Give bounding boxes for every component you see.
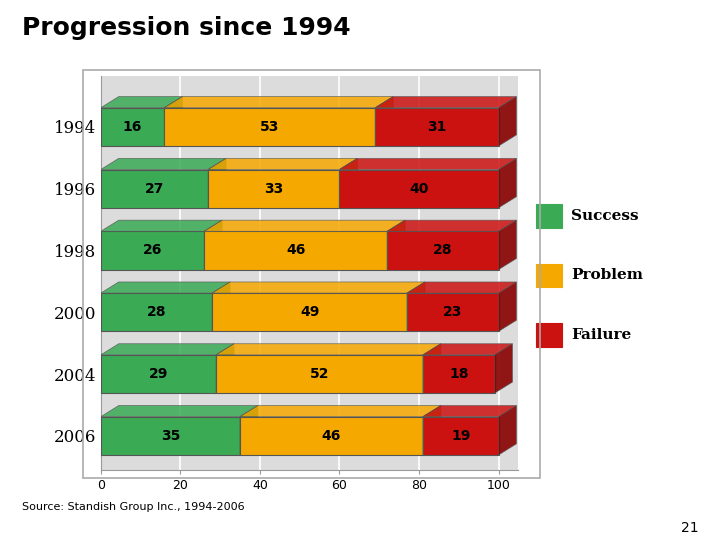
Polygon shape bbox=[101, 97, 182, 107]
Text: 27: 27 bbox=[145, 181, 164, 195]
Text: 26: 26 bbox=[143, 244, 162, 258]
Polygon shape bbox=[387, 220, 405, 269]
Bar bbox=[101, 355, 216, 393]
Bar bbox=[375, 107, 498, 146]
Polygon shape bbox=[423, 406, 441, 455]
Polygon shape bbox=[407, 282, 516, 293]
Text: 35: 35 bbox=[161, 429, 180, 443]
Polygon shape bbox=[387, 220, 516, 231]
Bar bbox=[339, 170, 498, 208]
Text: 46: 46 bbox=[286, 244, 305, 258]
Polygon shape bbox=[498, 406, 516, 455]
Text: Source: Standish Group Inc., 1994-2006: Source: Standish Group Inc., 1994-2006 bbox=[22, 502, 244, 512]
Bar bbox=[240, 417, 423, 455]
Polygon shape bbox=[101, 344, 234, 355]
Polygon shape bbox=[208, 158, 357, 170]
Polygon shape bbox=[101, 406, 258, 417]
Text: Progression since 1994: Progression since 1994 bbox=[22, 16, 350, 40]
Polygon shape bbox=[423, 344, 513, 355]
Polygon shape bbox=[101, 282, 230, 293]
Polygon shape bbox=[164, 97, 182, 146]
Text: 16: 16 bbox=[123, 120, 143, 134]
Bar bbox=[387, 231, 498, 269]
Polygon shape bbox=[101, 220, 222, 231]
Bar bbox=[101, 293, 212, 332]
Polygon shape bbox=[498, 158, 516, 208]
Polygon shape bbox=[204, 220, 222, 269]
Bar bbox=[101, 107, 164, 146]
Text: Success: Success bbox=[571, 209, 639, 223]
Text: 29: 29 bbox=[149, 367, 168, 381]
Polygon shape bbox=[212, 282, 425, 293]
Bar bbox=[101, 231, 204, 269]
Text: Failure: Failure bbox=[571, 328, 631, 342]
Polygon shape bbox=[375, 97, 393, 146]
Text: 52: 52 bbox=[310, 367, 329, 381]
Polygon shape bbox=[498, 220, 516, 269]
Text: 28: 28 bbox=[433, 244, 453, 258]
Polygon shape bbox=[423, 344, 441, 393]
Bar bbox=[423, 355, 495, 393]
Text: 21: 21 bbox=[681, 521, 698, 535]
Text: 40: 40 bbox=[409, 181, 428, 195]
Text: 23: 23 bbox=[443, 305, 462, 319]
Polygon shape bbox=[164, 97, 393, 107]
Text: 31: 31 bbox=[427, 120, 446, 134]
Polygon shape bbox=[498, 97, 516, 146]
Polygon shape bbox=[240, 406, 441, 417]
Polygon shape bbox=[101, 158, 226, 170]
Polygon shape bbox=[339, 158, 357, 208]
Bar bbox=[101, 417, 240, 455]
Text: 46: 46 bbox=[322, 429, 341, 443]
Text: 49: 49 bbox=[300, 305, 319, 319]
Text: 53: 53 bbox=[260, 120, 279, 134]
Polygon shape bbox=[212, 282, 230, 332]
Polygon shape bbox=[423, 406, 516, 417]
Text: 28: 28 bbox=[147, 305, 166, 319]
Text: Problem: Problem bbox=[571, 268, 643, 282]
Text: 18: 18 bbox=[449, 367, 469, 381]
Polygon shape bbox=[240, 406, 258, 455]
Polygon shape bbox=[498, 282, 516, 332]
Polygon shape bbox=[204, 220, 405, 231]
Bar bbox=[212, 293, 407, 332]
Bar bbox=[407, 293, 498, 332]
Bar bbox=[216, 355, 423, 393]
Polygon shape bbox=[495, 344, 513, 393]
Polygon shape bbox=[339, 158, 516, 170]
Bar bbox=[204, 231, 387, 269]
Text: 33: 33 bbox=[264, 181, 284, 195]
Bar bbox=[164, 107, 375, 146]
Bar bbox=[423, 417, 498, 455]
Polygon shape bbox=[216, 344, 234, 393]
Bar bbox=[208, 170, 339, 208]
Bar bbox=[101, 170, 208, 208]
Polygon shape bbox=[208, 158, 226, 208]
Polygon shape bbox=[407, 282, 425, 332]
Polygon shape bbox=[216, 344, 441, 355]
Polygon shape bbox=[375, 97, 516, 107]
Text: 19: 19 bbox=[451, 429, 470, 443]
